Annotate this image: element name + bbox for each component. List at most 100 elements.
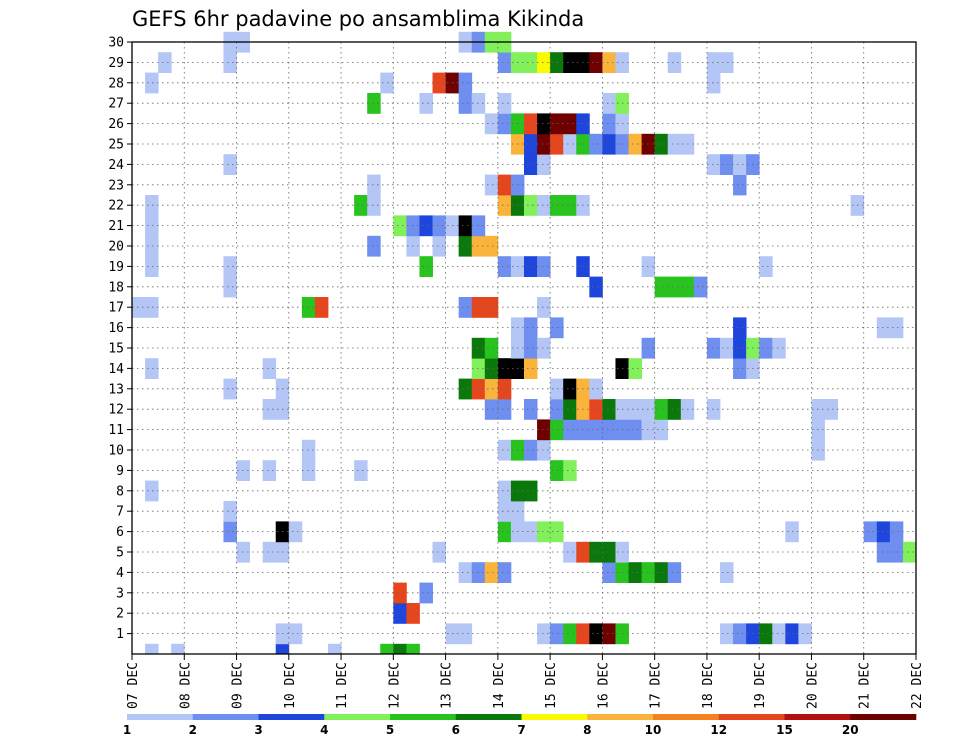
precip-cell (262, 541, 277, 563)
precip-cell (537, 52, 551, 73)
precip-cell (654, 399, 669, 420)
precip-cell (262, 460, 277, 481)
precip-cell (902, 541, 917, 563)
precip-cell (497, 501, 512, 522)
precip-cell (497, 439, 512, 461)
precip-cell (550, 521, 564, 543)
precip-cell (563, 378, 577, 400)
colorbar-label: 20 (842, 723, 859, 737)
precip-cell (223, 521, 237, 543)
precip-cell (628, 133, 642, 155)
y-tick-label: 30 (108, 36, 124, 51)
y-tick-label: 6 (116, 525, 124, 540)
precip-cell (432, 215, 446, 237)
precip-cell (145, 72, 159, 94)
precip-cell (733, 154, 747, 175)
precip-cell (602, 113, 616, 135)
colorbar-swatch (718, 714, 785, 720)
y-tick-label: 4 (116, 566, 124, 581)
precip-cell (524, 521, 538, 543)
precip-cell (628, 358, 642, 379)
y-tick-label: 21 (108, 219, 124, 234)
precip-cell (602, 133, 616, 155)
precip-cell (772, 337, 786, 359)
y-tick-label: 18 (108, 280, 124, 295)
precip-cell (537, 337, 551, 359)
precip-cell (354, 195, 368, 216)
precip-cell (223, 256, 237, 277)
y-tick-label: 14 (108, 362, 124, 377)
x-tick-label: 12 DEC (387, 662, 402, 709)
precip-cell (484, 399, 499, 420)
precip-cell (145, 643, 159, 655)
precip-cell (262, 399, 277, 420)
colorbar-label: 2 (189, 723, 197, 737)
precip-cell (419, 215, 433, 237)
y-tick-label: 20 (108, 240, 124, 255)
precip-cell (563, 52, 577, 73)
precip-cell (497, 378, 512, 400)
colorbar-swatch (850, 714, 917, 720)
colorbar-label: 10 (645, 723, 662, 737)
precip-cell (171, 643, 185, 655)
colorbar-label: 7 (517, 723, 525, 737)
precip-cell (537, 521, 551, 543)
precip-cell (393, 582, 407, 604)
precip-cell (497, 399, 512, 420)
y-tick-label: 27 (108, 97, 124, 112)
precip-cell (524, 154, 538, 175)
precip-cell (288, 623, 303, 645)
y-tick-label: 5 (116, 546, 124, 561)
precip-cell (367, 195, 381, 216)
precip-cell (145, 480, 159, 502)
x-tick-label: 17 DEC (649, 662, 664, 709)
y-tick-label: 25 (108, 138, 124, 153)
y-tick-label: 3 (116, 586, 124, 601)
precip-cell (733, 358, 747, 379)
precip-cell (458, 297, 473, 318)
precip-cell (537, 133, 551, 155)
precip-cell (563, 460, 577, 481)
precip-cell (328, 643, 342, 655)
precip-cell (458, 562, 473, 583)
precip-cell (484, 358, 499, 379)
precip-cell (497, 256, 512, 277)
precip-cell (720, 337, 734, 359)
x-tick-label: 13 DEC (440, 662, 455, 709)
y-tick-label: 8 (116, 484, 124, 499)
precip-cell (419, 256, 433, 277)
precip-cell (145, 256, 159, 277)
x-tick-label: 09 DEC (231, 662, 246, 709)
colorbar-swatch (587, 714, 654, 720)
precip-cell (824, 399, 838, 420)
x-tick-label: 08 DEC (178, 662, 193, 709)
precip-cell (497, 174, 512, 196)
precip-cell (602, 562, 616, 583)
precip-cell (602, 623, 616, 645)
colorbar-swatch (324, 714, 391, 720)
precip-cell (589, 52, 603, 73)
precip-cell (876, 541, 891, 563)
y-tick-label: 26 (108, 117, 124, 132)
precip-cell (563, 113, 577, 135)
precip-cell (497, 521, 512, 543)
precip-cell (497, 358, 512, 379)
precip-cell (484, 297, 499, 318)
x-tick-label: 20 DEC (805, 662, 820, 709)
y-tick-label: 13 (108, 382, 124, 397)
precip-cell (484, 174, 499, 196)
precip-cell (458, 623, 473, 645)
precip-cell (524, 256, 538, 277)
colorbar-swatch (127, 714, 194, 720)
precip-cell (589, 378, 603, 400)
precip-cell (563, 399, 577, 420)
precip-cell (367, 235, 381, 257)
precip-cell (563, 195, 577, 216)
precip-cell (537, 113, 551, 135)
y-tick-label: 16 (108, 321, 124, 336)
precip-cell (563, 133, 577, 155)
precip-cell (419, 93, 433, 114)
colorbar-swatch (258, 714, 325, 720)
precip-cell (301, 460, 316, 481)
precip-cell (301, 297, 316, 318)
